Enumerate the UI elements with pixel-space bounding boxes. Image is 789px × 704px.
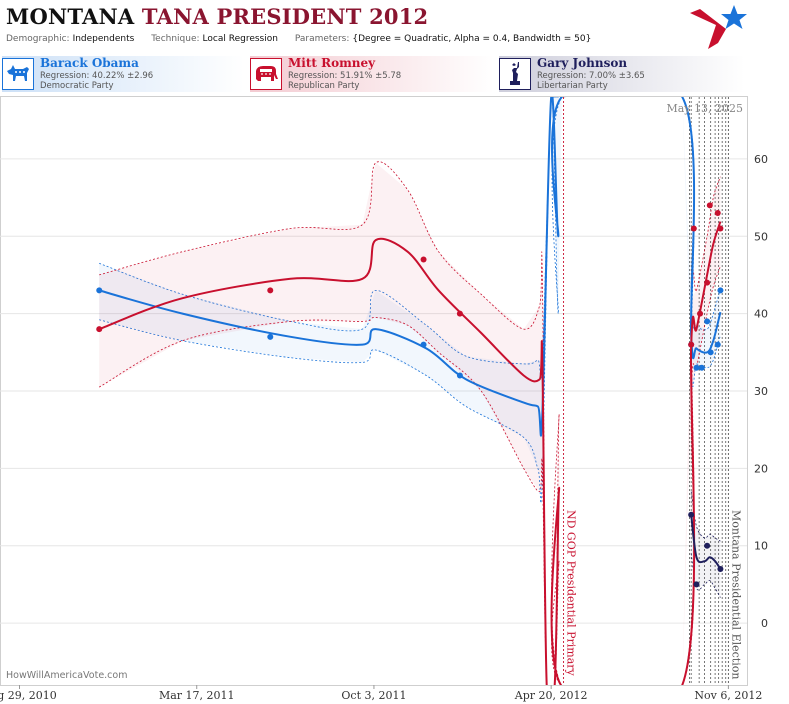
event-markers: ND GOP Presidential Primary Montana Presi…: [563, 97, 742, 685]
y-tick-label: 60: [754, 153, 768, 166]
legend-name-obama: Barack Obama: [40, 56, 139, 70]
y-tick-label: 20: [754, 462, 768, 475]
poll-point: [456, 310, 463, 317]
poll-point: [690, 225, 697, 232]
y-tick-label: 10: [754, 540, 768, 553]
poll-point: [704, 318, 711, 325]
parameters-line: Demographic: Independents Technique: Local…: [6, 34, 605, 44]
band-upper-bound: [99, 97, 721, 380]
legend-item-obama: Barack Obama Regression: 40.22% ±2.96 De…: [2, 56, 244, 92]
poll-point: [714, 341, 721, 348]
legend-party-obama: Democratic Party: [40, 81, 114, 91]
poll-point: [267, 333, 274, 340]
poll-point: [420, 341, 427, 348]
title-state: MONTANA: [6, 4, 135, 29]
donkey-icon: [2, 58, 34, 90]
site-watermark: HowWillAmericaVote.com: [6, 670, 127, 681]
poll-points: [96, 202, 724, 588]
parameters-value: {Degree = Quadratic, Alpha = 0.4, Bandwi…: [352, 34, 592, 44]
x-tick-label: Mar 17, 2011: [159, 689, 235, 702]
x-tick-label: Oct 3, 2011: [341, 689, 406, 702]
demographic-label: Demographic:: [6, 34, 70, 44]
parameters-label: Parameters:: [294, 34, 350, 44]
event-label: Montana Presidential Election: [729, 510, 742, 679]
legend-name-johnson: Gary Johnson: [537, 56, 628, 70]
poll-point: [456, 372, 463, 379]
legend-item-johnson: Gary Johnson Regression: 7.00% ±3.65 Lib…: [499, 56, 745, 92]
poll-point: [698, 364, 705, 371]
date-stamp: May 13, 2025: [666, 102, 743, 115]
poll-point: [707, 349, 714, 356]
x-tick-label: Aug 29, 2010: [0, 689, 57, 702]
technique-value: Local Regression: [202, 34, 278, 44]
legend-regression-obama: Regression: 40.22% ±2.96: [40, 71, 154, 81]
elephant-icon: [250, 58, 282, 90]
x-axis: Aug 29, 2010 Mar 17, 2011 Oct 3, 2011 Apr 2…: [0, 685, 762, 702]
poll-point: [704, 279, 711, 286]
legend-party-romney: Republican Party: [288, 81, 360, 91]
poll-point: [704, 542, 711, 549]
trend-line: [98, 97, 722, 437]
legend-name-romney: Mitt Romney: [288, 56, 376, 70]
legend-party-johnson: Libertarian Party: [537, 81, 608, 91]
poll-point: [267, 287, 274, 294]
confidence-band: [99, 162, 721, 685]
trend-line: [690, 514, 722, 570]
poll-point: [688, 511, 695, 518]
demographic-value: Independents: [72, 34, 135, 44]
poll-point: [706, 202, 713, 209]
poll-point: [693, 581, 700, 588]
poll-point: [96, 326, 103, 333]
poll-point: [420, 256, 427, 263]
poll-point: [714, 210, 721, 217]
site-logo-icon: [690, 5, 747, 49]
title-race: TANA PRESIDENT 2012: [141, 4, 429, 29]
technique-label: Technique:: [151, 34, 200, 44]
poll-point: [717, 565, 724, 572]
band-upper-bound: [690, 491, 721, 542]
legend-item-romney: Mitt Romney Regression: 51.91% ±5.78 Rep…: [250, 56, 494, 92]
chart-header: MONTANA TANA PRESIDENT 2012 Demographic:…: [0, 0, 789, 56]
chart-title: MONTANA TANA PRESIDENT 2012: [6, 4, 428, 29]
y-axis: 0 10 20 30 40 50 60: [754, 153, 768, 630]
y-tick-label: 40: [754, 308, 768, 321]
poll-point: [693, 364, 700, 371]
y-tick-label: 0: [761, 617, 768, 630]
x-tick-label: Nov 6, 2012: [694, 689, 762, 702]
legend-regression-johnson: Regression: 7.00% ±3.65: [537, 71, 645, 81]
poll-point: [697, 310, 704, 317]
legend-regression-romney: Regression: 51.91% ±5.78: [288, 71, 402, 81]
poll-point: [717, 225, 724, 232]
poll-point: [96, 287, 103, 294]
y-tick-label: 50: [754, 230, 768, 243]
y-tick-label: 30: [754, 385, 768, 398]
x-tick-label: Apr 20, 2012: [514, 689, 588, 702]
gridlines: [0, 158, 747, 624]
candidate-legend: Barack Obama Regression: 40.22% ±2.96 De…: [0, 56, 747, 94]
event-label: ND GOP Presidential Primary: [565, 510, 578, 677]
poll-point: [717, 287, 724, 294]
statue-of-liberty-icon: [499, 58, 531, 90]
poll-point: [688, 341, 695, 348]
